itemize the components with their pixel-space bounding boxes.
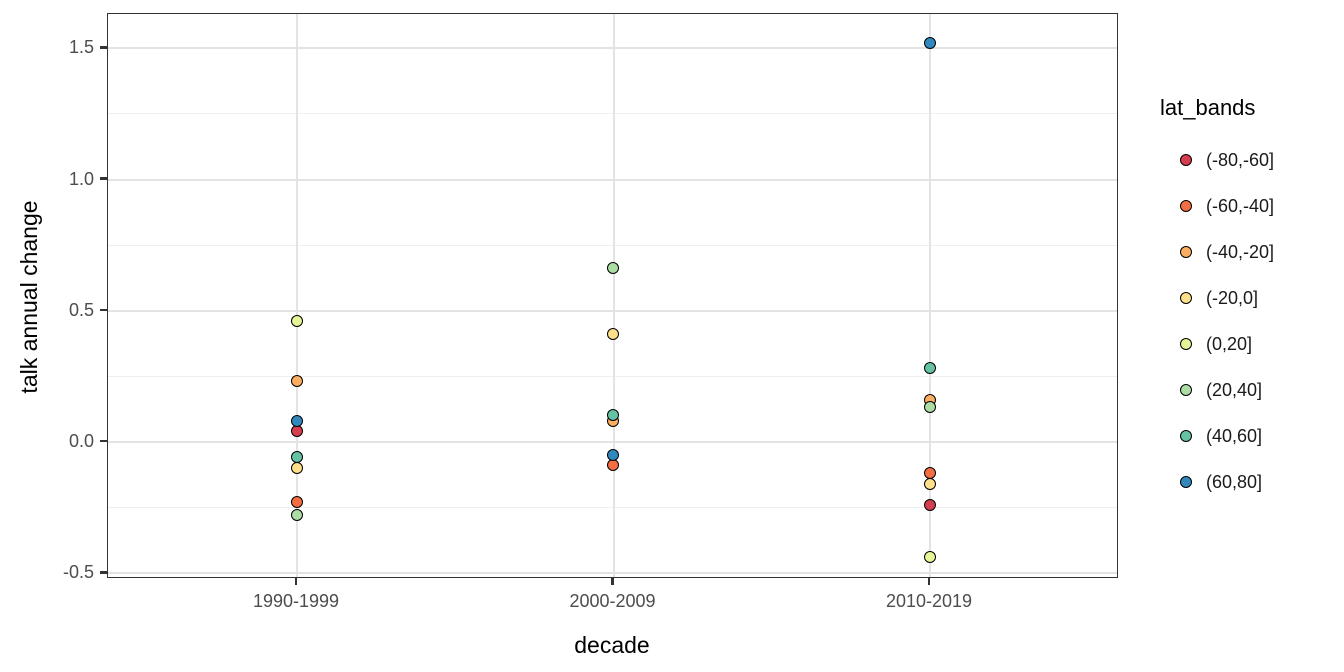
data-point-(60,80]-2010-2019 (923, 36, 936, 49)
legend-key-circle (1180, 246, 1192, 258)
legend-key-circle (1180, 154, 1192, 166)
x-axis-tick (927, 578, 931, 585)
legend-label: (-60,-40] (1206, 195, 1275, 216)
data-point-(-80,-60]-1990-1999 (290, 425, 303, 437)
x-axis-tick (611, 578, 614, 585)
data-point-(0,20]-2010-2019 (923, 551, 936, 563)
data-point-(20,40]-1990-1999 (290, 509, 303, 521)
data-point-(-20,0]-2010-2019 (923, 477, 936, 490)
legend-item: (40,60] (1180, 423, 1274, 449)
legend-key-circle (1180, 430, 1192, 442)
x-axis-tick (294, 578, 298, 585)
legend-key-circle (1180, 476, 1192, 488)
legend-key-circle (1180, 384, 1192, 396)
legend-item: (-80,-60] (1180, 147, 1274, 173)
data-point-(20,40]-2010-2019 (923, 401, 936, 414)
legend-key-circle (1180, 338, 1192, 350)
legend-key-circle (1180, 292, 1192, 304)
legend-item: (20,40] (1180, 377, 1274, 403)
data-point-(-60,-40]-1990-1999 (290, 495, 303, 508)
legend-label: (20,40] (1206, 379, 1263, 400)
plot-panel (107, 13, 1118, 578)
data-point-(40,60]-2010-2019 (923, 362, 936, 374)
legend-item: (0,20] (1180, 331, 1274, 357)
data-point-(60,80]-2000-2009 (607, 448, 619, 461)
data-point-(-80,-60]-2010-2019 (923, 498, 936, 511)
x-axis-title: decade (574, 632, 650, 658)
y-axis-tick-label: 0.0 (68, 431, 94, 451)
legend-label: (60,80] (1206, 471, 1263, 492)
data-point-(-60,-40]-2000-2009 (607, 459, 619, 472)
x-axis-tick-label: 2010-2019 (885, 591, 973, 611)
y-axis-tick (100, 46, 107, 49)
gridline-vertical (296, 14, 298, 577)
legend-item: (60,80] (1180, 469, 1274, 495)
gridline-vertical (929, 14, 931, 577)
data-point-(-20,0]-1990-1999 (290, 461, 303, 474)
data-point-(20,40]-2000-2009 (607, 262, 619, 275)
y-axis-tick (100, 571, 107, 574)
legend-item: (-60,-40] (1180, 193, 1274, 219)
legend-label: (-20,0] (1206, 287, 1259, 308)
legend-item: (-20,0] (1180, 285, 1274, 311)
y-axis-tick-label: 1.5 (68, 37, 94, 58)
data-point-(60,80]-1990-1999 (290, 414, 303, 427)
y-axis-tick (100, 308, 107, 311)
y-axis-tick-label: -0.5 (62, 562, 94, 583)
legend: lat_bands (-80,-60] (-60,-40] (-40,-20] (-2… (1160, 95, 1274, 515)
x-axis-tick-label: 2000-2009 (569, 591, 656, 611)
x-axis-tick-label: 1990-1999 (252, 591, 340, 611)
legend-title: lat_bands (1160, 95, 1256, 120)
legend-label: (-80,-60] (1206, 149, 1275, 170)
y-axis-tick (100, 439, 107, 443)
data-point-(-40,-20]-1990-1999 (290, 375, 303, 388)
data-point-(40,60]-1990-1999 (290, 451, 303, 464)
y-axis-tick-label: 1.0 (68, 168, 94, 189)
legend-item: (-40,-20] (1180, 239, 1274, 265)
legend-label: (0,20] (1206, 333, 1253, 354)
data-point-(0,20]-1990-1999 (290, 314, 303, 327)
data-point-(-20,0]-2000-2009 (607, 327, 619, 340)
gridline-vertical (612, 14, 615, 577)
legend-label: (-40,-20] (1206, 241, 1275, 262)
y-axis-tick-label: 0.5 (68, 299, 94, 320)
legend-key-circle (1180, 200, 1192, 212)
legend-label: (40,60] (1206, 425, 1263, 446)
data-point-(40,60]-2000-2009 (607, 409, 619, 422)
y-axis-tick (100, 177, 107, 180)
